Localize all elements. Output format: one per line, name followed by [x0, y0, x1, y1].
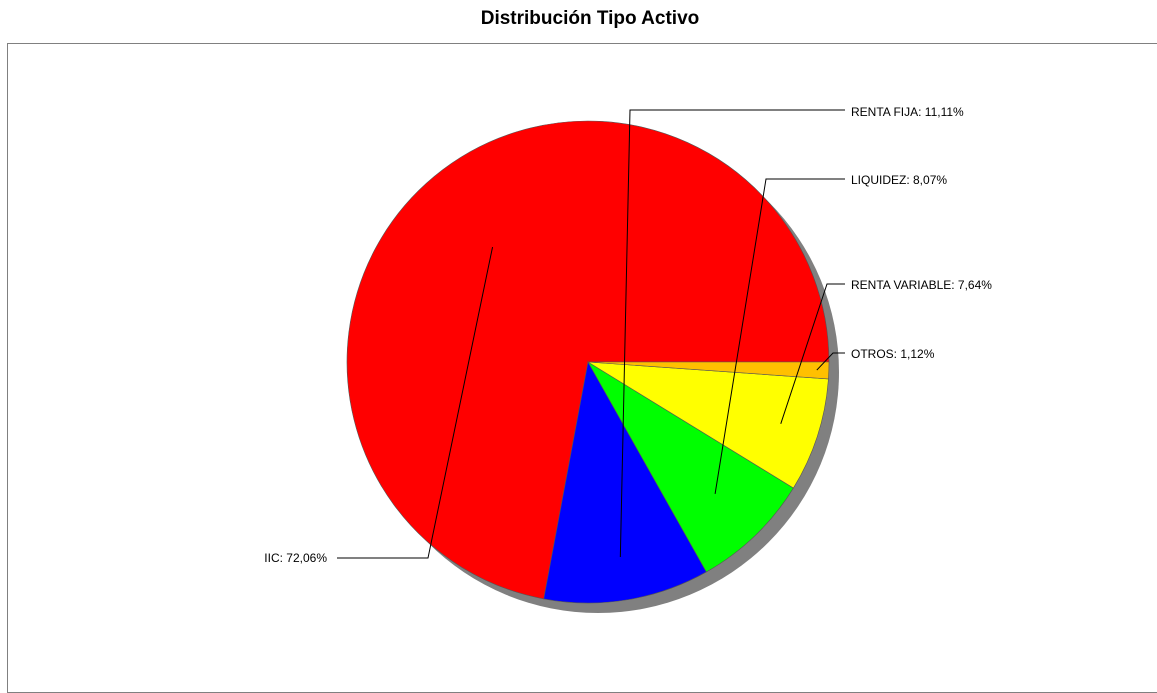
- leader-line-renta-fija: [619, 109, 845, 557]
- pie-slice-liquidez: [587, 361, 794, 573]
- slice-label-renta-fija: RENTA FIJA: 11,11%: [851, 105, 964, 119]
- slice-label-otros: OTROS: 1,12%: [851, 347, 935, 361]
- pie-chart: IIC: 72,06% RENTA FIJA: 11,11% LIQUIDEZ: 8…: [264, 105, 992, 613]
- pie-slice-otros: [587, 361, 830, 380]
- pie-slice-renta-fija: [543, 361, 707, 604]
- pie-slices: [346, 120, 830, 604]
- chart-title: Distribución Tipo Activo: [480, 8, 700, 29]
- pie-slice-renta-variable: [587, 361, 829, 489]
- slice-label-liquidez: LIQUIDEZ: 8,07%: [851, 173, 947, 187]
- leader-line-iic: [337, 246, 494, 559]
- leader-line-renta-variable: [780, 283, 845, 424]
- slice-labels: IIC: 72,06% RENTA FIJA: 11,11% LIQUIDEZ: 8…: [264, 105, 992, 565]
- leader-line-liquidez: [714, 178, 845, 494]
- leader-line-otros: [816, 352, 845, 371]
- slice-label-iic: IIC: 72,06%: [264, 551, 327, 565]
- leader-lines: [337, 109, 845, 559]
- slice-label-renta-variable: RENTA VARIABLE: 7,64%: [851, 278, 992, 292]
- pie-slice-iic: [346, 120, 830, 600]
